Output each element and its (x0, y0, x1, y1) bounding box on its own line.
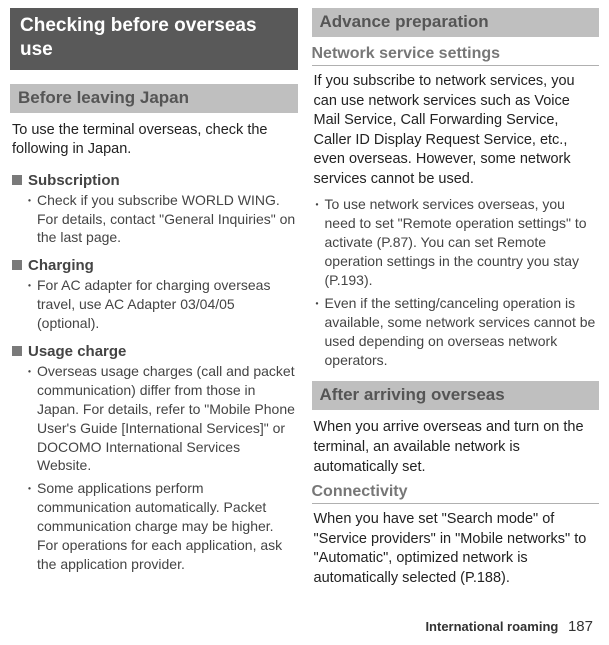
usage-bullet-2-text: Some applications perform communication … (37, 479, 296, 573)
dot-icon: ･ (26, 191, 33, 211)
section-header-advance-prep: Advance preparation (312, 8, 600, 37)
subscription-block: Subscription ･ Check if you subscribe WO… (10, 172, 298, 248)
network-bullet-1-text: To use network services overseas, you ne… (325, 195, 600, 289)
network-bullet-2-text: Even if the setting/canceling operation … (325, 294, 600, 370)
usage-bullet-1: ･ Overseas usage charges (call and packe… (12, 362, 296, 475)
charging-bullet: ･ For AC adapter for charging overseas t… (12, 276, 296, 333)
footer-label: International roaming (425, 619, 558, 634)
usage-charge-head-label: Usage charge (28, 343, 126, 360)
subscription-head-label: Subscription (28, 172, 120, 189)
usage-charge-head: Usage charge (12, 343, 296, 360)
left-column: Checking before overseas use Before leav… (10, 8, 298, 594)
network-bullet-1: ･ To use network services overseas, you … (312, 195, 600, 289)
dot-icon: ･ (26, 276, 33, 296)
connectivity-body: When you have set "Search mode" of "Serv… (312, 510, 600, 588)
square-bullet-icon (12, 175, 22, 185)
charging-block: Charging ･ For AC adapter for charging o… (10, 257, 298, 333)
dot-icon: ･ (26, 362, 33, 382)
subscription-head: Subscription (12, 172, 296, 189)
page-number: 187 (568, 618, 593, 635)
network-settings-title: Network service settings (312, 45, 600, 66)
connectivity-title: Connectivity (312, 483, 600, 504)
usage-bullet-1-text: Overseas usage charges (call and packet … (37, 362, 296, 475)
charging-bullet-text: For AC adapter for charging overseas tra… (37, 276, 296, 333)
section-header-before-leaving: Before leaving Japan (10, 84, 298, 113)
usage-bullet-2: ･ Some applications perform communicatio… (12, 479, 296, 573)
dot-icon: ･ (26, 479, 33, 499)
usage-charge-block: Usage charge ･ Overseas usage charges (c… (10, 343, 298, 574)
network-bullet-2: ･ Even if the setting/canceling operatio… (312, 294, 600, 370)
dot-icon: ･ (314, 195, 321, 215)
intro-text: To use the terminal overseas, check the … (10, 121, 298, 160)
square-bullet-icon (12, 260, 22, 270)
after-arriving-body: When you arrive overseas and turn on the… (312, 418, 600, 477)
dot-icon: ･ (314, 294, 321, 314)
section-header-after-arriving: After arriving overseas (312, 381, 600, 410)
page-footer: International roaming 187 (425, 618, 593, 635)
subscription-bullet-text: Check if you subscribe WORLD WING. For d… (37, 191, 296, 248)
network-settings-body: If you subscribe to network services, yo… (312, 72, 600, 189)
square-bullet-icon (12, 346, 22, 356)
right-column: Advance preparation Network service sett… (312, 8, 600, 594)
charging-head-label: Charging (28, 257, 94, 274)
subscription-bullet: ･ Check if you subscribe WORLD WING. For… (12, 191, 296, 248)
charging-head: Charging (12, 257, 296, 274)
title-box: Checking before overseas use (10, 8, 298, 70)
